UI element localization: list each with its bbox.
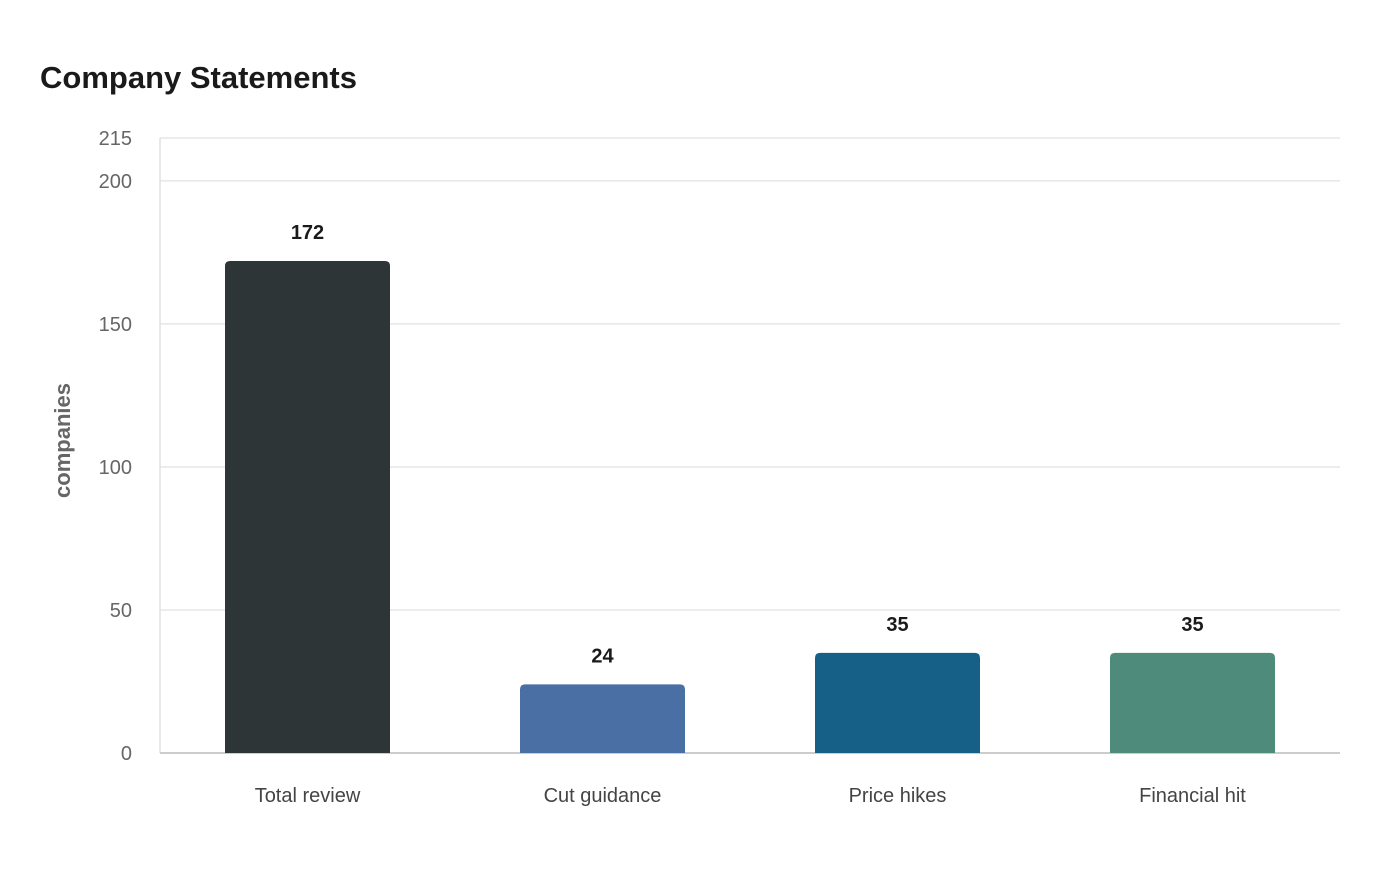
data-label: 35 [1181,614,1203,636]
data-label: 35 [886,614,908,636]
chart-title: Company Statements [40,60,357,95]
labels: 0 50 100 150 200 215 companies 172 Total review 2… [50,128,1246,807]
x-tick-label: Cut guidance [544,785,662,807]
bar-price-hikes [815,652,980,753]
data-label: 24 [591,645,614,667]
bars [225,261,1275,753]
y-tick-label: 0 [121,743,132,765]
y-tick-label: 100 [99,457,132,479]
data-label: 172 [291,222,324,244]
bar-financial-hit [1110,652,1275,753]
y-tick-label: 200 [99,171,132,193]
y-tick-label: 150 [99,314,132,336]
y-tick-label: 50 [110,600,132,622]
bar-total-review [225,261,390,753]
x-tick-label: Price hikes [849,785,947,807]
y-axis-title: companies [50,383,75,498]
bar-cut-guidance [520,684,685,753]
y-tick-label: 215 [99,128,132,150]
x-tick-label: Financial hit [1139,785,1246,807]
x-tick-label: Total review [255,785,361,807]
